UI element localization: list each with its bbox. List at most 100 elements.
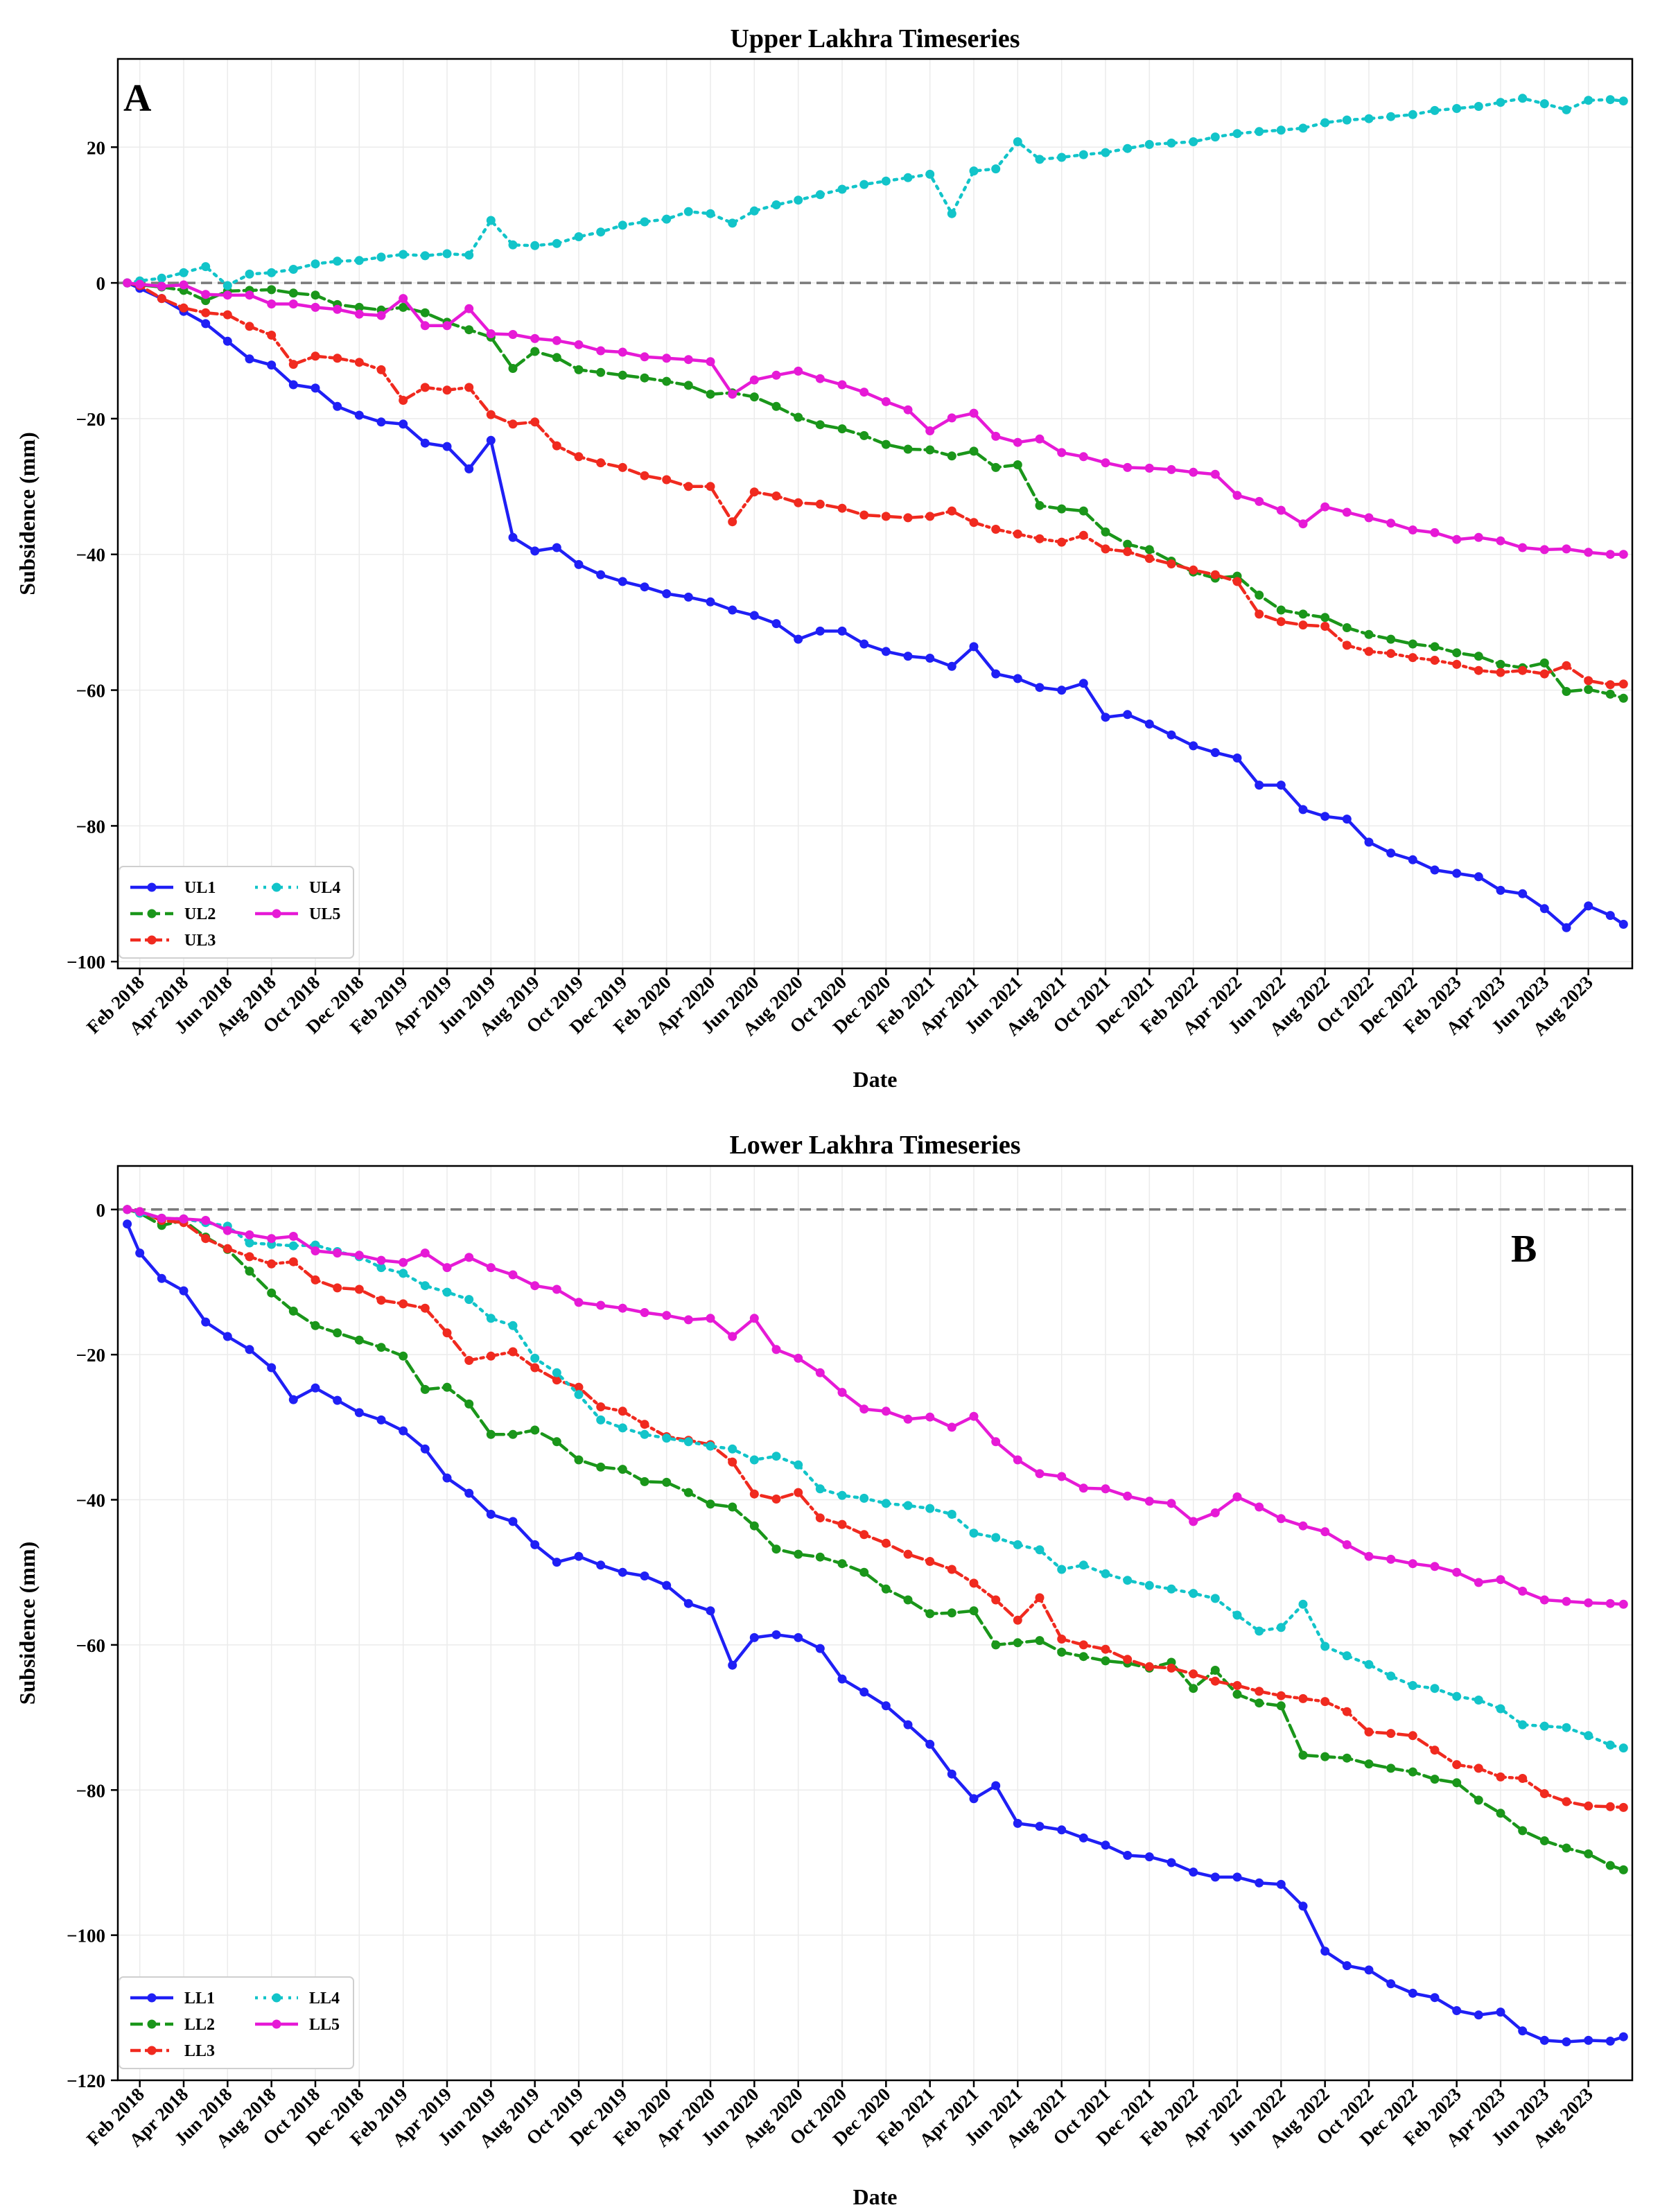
data-point-ll5: [245, 1230, 254, 1239]
data-point-ul1: [794, 634, 803, 644]
legend-item-ul3: UL3: [130, 932, 216, 950]
data-point-ul1: [354, 410, 364, 420]
data-point-ll2: [1101, 1656, 1110, 1666]
data-point-ul3: [859, 510, 869, 520]
data-point-ll2: [552, 1437, 561, 1447]
data-point-ll1: [596, 1560, 606, 1570]
data-point-ul1: [1320, 812, 1330, 821]
data-point-ul3: [683, 482, 693, 491]
data-point-ul1: [1167, 730, 1176, 740]
data-point-ll5: [1474, 1578, 1483, 1587]
legend-label: UL3: [184, 932, 216, 950]
data-point-ul4: [706, 209, 715, 218]
series-line-ul3: [125, 281, 1625, 686]
data-point-ul5: [1144, 463, 1154, 473]
data-point-ul4: [376, 252, 386, 262]
data-point-ll4: [1232, 1610, 1242, 1620]
data-point-ul5: [222, 290, 232, 300]
series-line-ll4: [125, 1208, 1625, 1750]
data-point-ul1: [464, 464, 474, 473]
data-point-ll4: [749, 1455, 759, 1465]
data-point-ll4: [1210, 1594, 1220, 1603]
y-axis-label: Subsidence (mm): [15, 432, 40, 595]
data-point-ll2: [881, 1584, 891, 1594]
data-point-ul2: [662, 376, 672, 386]
data-point-ul1: [1342, 815, 1352, 824]
data-point-ul2: [815, 420, 825, 430]
data-point-ll4: [376, 1263, 386, 1273]
data-point-ul4: [1013, 137, 1022, 146]
data-point-ll3: [969, 1578, 979, 1588]
data-point-ul4: [508, 240, 518, 250]
data-point-ul4: [530, 241, 540, 250]
data-point-ul3: [1496, 668, 1505, 677]
data-point-ul5: [399, 294, 408, 304]
data-point-ll3: [354, 1284, 364, 1294]
data-point-ll2: [1057, 1647, 1067, 1657]
data-point-ul2: [1618, 693, 1628, 703]
data-point-ul2: [1013, 460, 1022, 469]
data-point-ul4: [683, 207, 693, 216]
data-point-ul3: [1167, 559, 1176, 568]
data-point-ll4: [969, 1529, 979, 1538]
data-point-ll5: [794, 1353, 803, 1363]
data-point-ll4: [530, 1353, 540, 1363]
data-point-ll3: [1430, 1745, 1440, 1755]
data-point-ll1: [1430, 1993, 1440, 2003]
data-point-ll4: [552, 1368, 561, 1377]
data-point-ul5: [794, 366, 803, 376]
data-point-ll1: [1057, 1825, 1067, 1835]
data-point-ul5: [640, 352, 649, 362]
data-point-ll2: [354, 1335, 364, 1345]
data-point-ll1: [1167, 1858, 1176, 1867]
data-point-ul2: [1584, 685, 1593, 695]
data-point-ul1: [288, 380, 298, 390]
data-point-ul5: [442, 321, 452, 331]
data-point-ll4: [771, 1452, 781, 1461]
data-point-ul3: [245, 322, 254, 331]
legend-item-ul2: UL2: [130, 905, 216, 923]
data-point-ll4: [1452, 1691, 1462, 1701]
data-point-ul1: [1364, 837, 1374, 847]
data-point-ll3: [1035, 1593, 1045, 1603]
data-point-ll2: [1342, 1753, 1352, 1763]
legend-marker: [272, 2019, 281, 2029]
data-point-ll5: [859, 1404, 869, 1414]
data-point-ul4: [1298, 123, 1308, 133]
data-point-ll4: [1167, 1584, 1176, 1594]
data-point-ul2: [267, 285, 277, 295]
data-point-ll3: [1167, 1663, 1176, 1673]
data-point-ll2: [442, 1382, 452, 1392]
data-point-ll5: [881, 1407, 891, 1416]
data-point-ll4: [815, 1484, 825, 1494]
data-point-ll1: [947, 1769, 956, 1779]
data-point-ll1: [1539, 2035, 1549, 2045]
legend-item-ll4: LL4: [255, 1989, 340, 2008]
data-point-ll1: [706, 1606, 715, 1616]
data-point-ul1: [311, 383, 320, 393]
data-point-ul4: [442, 249, 452, 259]
data-point-ul4: [618, 220, 627, 230]
data-point-ll1: [135, 1248, 145, 1258]
data-point-ul2: [947, 451, 956, 461]
data-point-ll2: [837, 1559, 847, 1569]
data-point-ll4: [991, 1533, 1001, 1542]
data-point-ul5: [771, 370, 781, 380]
data-point-ll2: [1539, 1836, 1549, 1845]
data-point-ll2: [969, 1606, 979, 1616]
data-point-ll5: [1539, 1595, 1549, 1605]
data-point-ll1: [267, 1363, 277, 1373]
data-point-ll5: [1386, 1554, 1396, 1564]
legend-item-ll3: LL3: [130, 2042, 215, 2060]
data-point-ll3: [1605, 1802, 1615, 1811]
data-point-ul5: [1496, 536, 1505, 546]
data-point-ul2: [552, 353, 561, 363]
data-point-ul4: [640, 217, 649, 227]
data-point-ul2: [530, 347, 540, 356]
data-point-ll5: [1518, 1586, 1528, 1596]
data-point-ll1: [1408, 1988, 1417, 1998]
data-point-ul1: [267, 360, 277, 370]
data-point-ul4: [399, 250, 408, 259]
legend-label: LL4: [309, 1989, 340, 2008]
data-point-ll5: [991, 1437, 1001, 1447]
